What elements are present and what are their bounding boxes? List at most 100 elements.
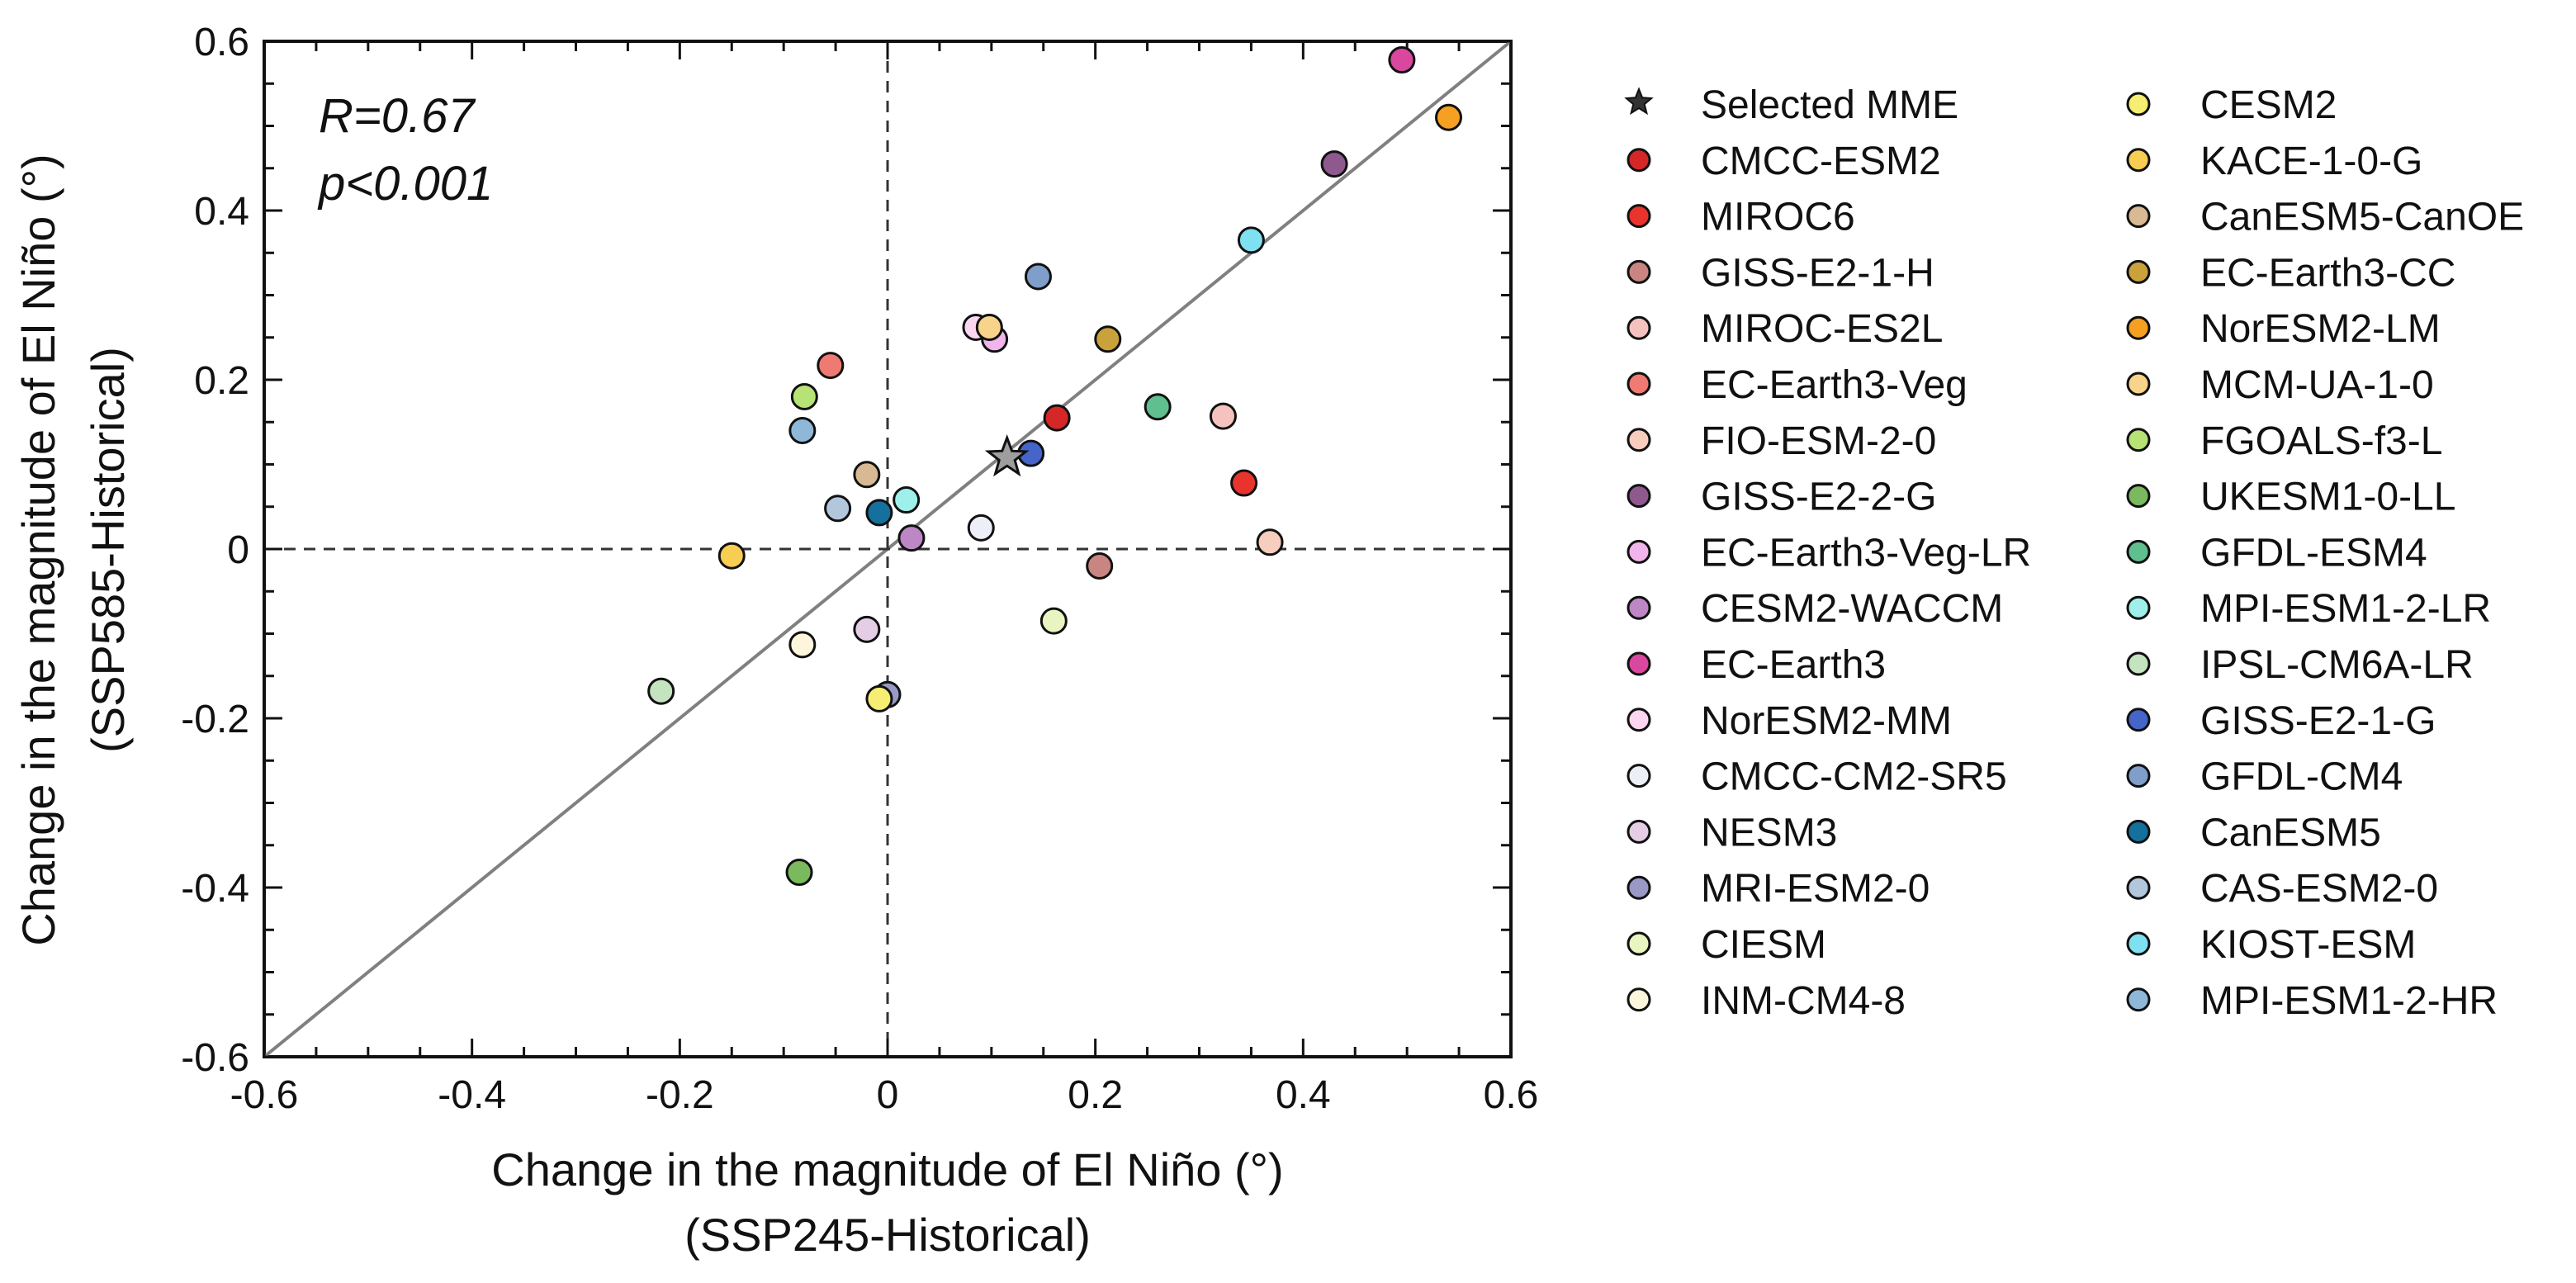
data-point xyxy=(790,383,818,410)
data-points xyxy=(647,46,1462,887)
legend-marker xyxy=(1627,372,1651,396)
x-tick-label: 0.4 xyxy=(1276,1073,1331,1117)
x-tick-label: -0.4 xyxy=(438,1073,506,1117)
legend-marker xyxy=(2126,372,2151,396)
data-point xyxy=(1230,469,1258,497)
legend-label: FGOALS-f3-L xyxy=(2200,419,2442,463)
legend-label: NorESM2-LM xyxy=(2200,307,2441,351)
legend-marker xyxy=(2126,204,2151,229)
legend-marker xyxy=(1627,987,1651,1012)
mme-star-point xyxy=(984,433,1030,477)
data-point xyxy=(853,461,881,489)
legend-label: CanESM5 xyxy=(2200,811,2381,855)
data-point xyxy=(824,495,852,523)
legend-marker xyxy=(2126,315,2151,340)
y-tick-label: 0 xyxy=(227,528,249,572)
legend-label: CESM2 xyxy=(2200,83,2337,127)
legend-marker xyxy=(1627,875,1651,900)
data-point xyxy=(1237,226,1265,254)
legend-marker xyxy=(1627,539,1651,564)
legend-label: CAS-ESM2-0 xyxy=(2200,867,2438,911)
legend-star-marker xyxy=(1624,87,1654,116)
legend-label: KACE-1-0-G xyxy=(2200,140,2422,183)
data-point xyxy=(817,352,845,380)
legend-label: EC-Earth3 xyxy=(1701,643,1886,687)
legend-label: MPI-ESM1-2-HR xyxy=(2200,979,2498,1023)
legend-label: GFDL-CM4 xyxy=(2200,755,2403,799)
data-point xyxy=(785,859,813,887)
legend: Selected MME CMCC-ESM2 MIROC6 GISS-E2-1-H MI… xyxy=(1624,83,2524,1023)
y-axis-title: Change in the magnitude of El Niño (°) xyxy=(12,154,64,945)
legend-label: MIROC-ES2L xyxy=(1701,307,1943,351)
legend-label: INM-CM4-8 xyxy=(1701,979,1906,1023)
x-axis-subtitle: (SSP245-Historical) xyxy=(684,1209,1091,1261)
data-point xyxy=(975,313,1003,341)
legend-label: GISS-E2-1-H xyxy=(1701,251,1934,295)
legend-marker xyxy=(1627,484,1651,509)
legend-label: CIESM xyxy=(1701,923,1826,967)
legend-marker xyxy=(2126,92,2151,116)
legend-marker xyxy=(1627,148,1651,173)
legend-label: EC-Earth3-Veg-LR xyxy=(1701,531,2031,575)
plot-area xyxy=(263,40,1513,1058)
legend-marker xyxy=(1627,595,1651,620)
legend-label: Selected MME xyxy=(1701,83,1958,127)
data-point xyxy=(717,542,746,570)
data-point xyxy=(893,486,921,514)
legend-marker xyxy=(1627,819,1651,844)
legend-marker xyxy=(1627,259,1651,284)
r-annotation: R=0.67 xyxy=(319,89,476,143)
legend-label: NESM3 xyxy=(1701,811,1837,855)
legend-label: EC-Earth3-CC xyxy=(2200,251,2455,295)
y-tick-label: -0.6 xyxy=(181,1036,249,1080)
legend-label: IPSL-CM6A-LR xyxy=(2200,643,2474,687)
data-point xyxy=(967,514,995,542)
data-point xyxy=(1435,103,1462,131)
data-point xyxy=(1086,552,1114,580)
x-tick-label: 0.2 xyxy=(1068,1073,1123,1117)
axis-ticks xyxy=(263,40,1513,1058)
legend-marker xyxy=(2126,595,2151,620)
legend-label: CESM2-WACCM xyxy=(1701,587,2003,631)
legend-label: MRI-ESM2-0 xyxy=(1701,867,1930,911)
y-tick-label: 0.2 xyxy=(194,359,249,403)
legend-marker xyxy=(1627,708,1651,732)
x-axis-title: Change in the magnitude of El Niño (°) xyxy=(491,1143,1283,1195)
data-point xyxy=(1094,325,1122,353)
legend-label: GFDL-ESM4 xyxy=(2200,531,2427,575)
data-point xyxy=(853,615,881,643)
legend-label: CMCC-ESM2 xyxy=(1701,140,1941,183)
legend-marker xyxy=(2126,259,2151,284)
data-point xyxy=(788,417,817,444)
data-point xyxy=(647,677,675,705)
p-annotation: p<0.001 xyxy=(317,157,493,211)
legend-marker xyxy=(1627,651,1651,676)
legend-marker xyxy=(2126,875,2151,900)
data-point xyxy=(1209,402,1237,430)
tick-labels: -0.6 -0.4 -0.2 0 0.2 0.4 0.6 -0.6 -0.4 -0.2 0 0.2 0.… xyxy=(181,21,1538,1117)
x-tick-label: 0.6 xyxy=(1484,1073,1539,1117)
data-point xyxy=(1039,607,1068,635)
legend-marker xyxy=(1627,931,1651,956)
legend-marker xyxy=(2126,651,2151,676)
y-tick-label: 0.6 xyxy=(194,21,249,64)
data-point xyxy=(1043,404,1071,432)
legend-label: CMCC-CM2-SR5 xyxy=(1701,755,2007,799)
legend-label: UKESM1-0-LL xyxy=(2200,476,2455,519)
legend-marker xyxy=(2126,987,2151,1012)
legend-label: CanESM5-CanOE xyxy=(2200,196,2524,239)
legend-marker xyxy=(2126,428,2151,452)
legend-label: KIOST-ESM xyxy=(2200,923,2416,967)
legend-marker xyxy=(2126,931,2151,956)
data-point xyxy=(1024,263,1052,291)
data-point xyxy=(897,524,926,552)
data-point xyxy=(865,499,893,527)
legend-marker xyxy=(1627,315,1651,340)
legend-marker xyxy=(2126,484,2151,509)
data-point xyxy=(788,631,817,659)
legend-label: MIROC6 xyxy=(1701,196,1855,239)
legend-marker xyxy=(1627,764,1651,788)
reference-lines xyxy=(263,40,1513,1058)
legend-marker xyxy=(1627,204,1651,229)
legend-marker xyxy=(2126,539,2151,564)
